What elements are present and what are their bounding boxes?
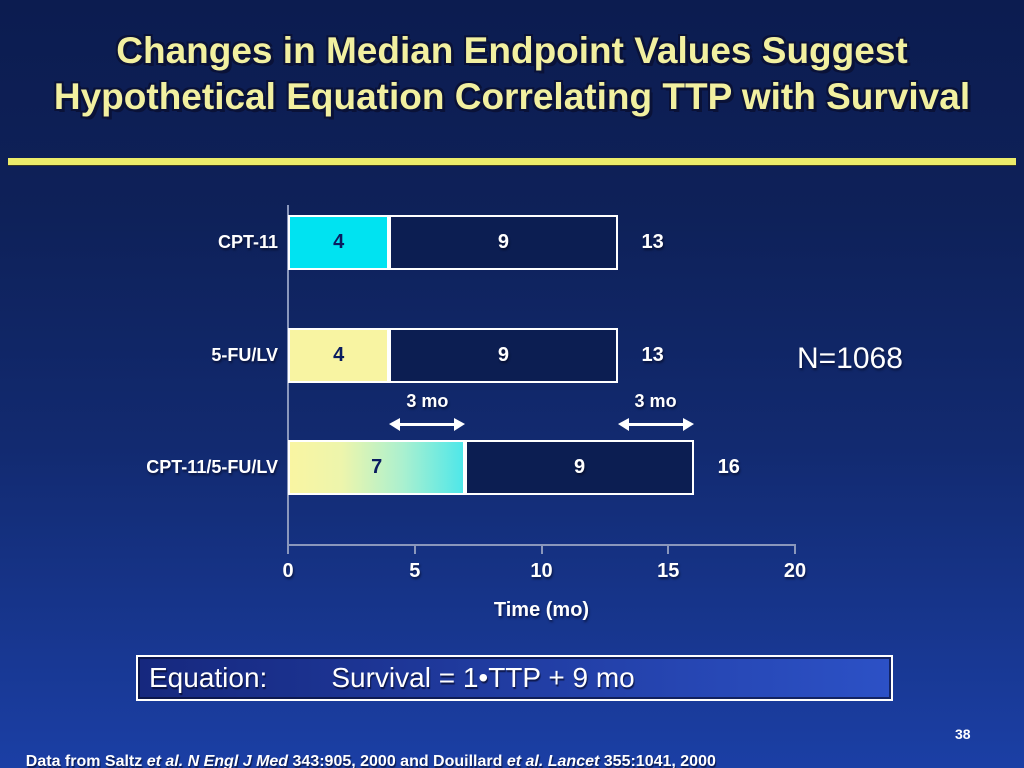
x-axis-tick	[287, 546, 289, 554]
bar-total-label: 16	[717, 456, 740, 478]
citation-segment-italic: et al. Lancet	[506, 753, 604, 768]
x-axis-tick-label: 15	[657, 560, 680, 582]
category-label: 5-FU/LV	[211, 345, 278, 365]
equation-formula: Survival = 1•TTP + 9 mo	[331, 662, 635, 693]
arrow-left-head-icon	[617, 418, 629, 431]
title-separator-line	[8, 158, 1016, 165]
bar-segment-ttp: 4	[288, 215, 390, 270]
citation-segment-italic: et al. N Engl J Med	[146, 753, 293, 768]
bar-total-label: 13	[641, 344, 664, 366]
bar-total-label: 13	[641, 231, 664, 253]
annotation-label: 3 mo	[406, 391, 449, 411]
arrow-shaft	[398, 423, 457, 426]
arrow-left-head-icon	[389, 418, 401, 431]
double-arrow	[617, 418, 694, 431]
equation-box: Equation: Survival = 1•TTP + 9 mo	[136, 655, 893, 701]
x-axis-tick-label: 20	[783, 560, 807, 582]
category-label: CPT-11	[217, 232, 278, 252]
arrow-right-head-icon	[454, 418, 466, 431]
citation-segment: Data from Saltz	[25, 753, 147, 768]
bar-segment-ttp: 4	[288, 328, 390, 383]
double-arrow	[389, 418, 466, 431]
x-axis-tick	[667, 546, 670, 554]
annotation-label: 3 mo	[634, 391, 677, 411]
x-axis-tick	[413, 546, 416, 554]
slide-title: Changes in Median Endpoint Values Sugges…	[0, 28, 1024, 120]
x-axis-tick-label: 0	[282, 560, 294, 582]
x-axis-tick	[794, 546, 796, 554]
citation-text: Data from Saltz et al. N Engl J Med 343:…	[8, 735, 908, 768]
bar-segment-ttp: 7	[288, 440, 466, 495]
citation-segment: 343:905, 2000 and Douillard	[292, 753, 507, 768]
slide-title-line2: Hypothetical Equation Correlating TTP wi…	[53, 76, 971, 117]
arrow-shaft	[626, 423, 685, 426]
x-axis-tick-label: 10	[530, 560, 553, 582]
sample-size-label: N=1068	[797, 342, 903, 375]
equation-label: Equation:	[149, 662, 268, 693]
slide-title-line1: Changes in Median Endpoint Values Sugges…	[116, 30, 908, 71]
x-axis-title: Time (mo)	[493, 599, 590, 621]
category-label: CPT-11/5-FU/LV	[146, 457, 278, 477]
bar-segment-survival: 9	[389, 215, 618, 270]
bar-segment-survival: 9	[389, 328, 618, 383]
arrow-right-head-icon	[682, 418, 694, 431]
x-axis-tick	[540, 546, 543, 554]
x-axis-tick-label: 5	[409, 560, 421, 582]
citation-segment: 355:1041, 2000	[603, 753, 716, 768]
x-axis-line	[287, 544, 796, 546]
bar-segment-survival: 9	[465, 440, 694, 495]
page-number: 38	[955, 726, 971, 742]
